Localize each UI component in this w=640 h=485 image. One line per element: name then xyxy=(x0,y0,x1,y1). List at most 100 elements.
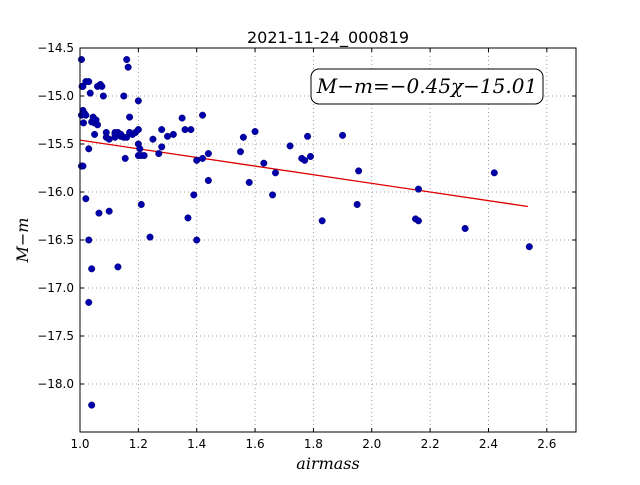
equation-box-border xyxy=(310,68,544,105)
data-point xyxy=(111,133,119,141)
data-point xyxy=(121,154,129,162)
data-point xyxy=(355,167,363,175)
data-point xyxy=(80,119,88,127)
data-point xyxy=(461,224,469,232)
data-point xyxy=(137,200,145,208)
data-point xyxy=(199,111,207,119)
y-axis-label: M−m xyxy=(13,218,32,264)
data-point xyxy=(260,159,268,167)
data-point xyxy=(353,200,361,208)
data-point xyxy=(181,126,189,134)
data-point xyxy=(88,265,96,273)
data-point xyxy=(126,113,134,121)
data-point xyxy=(86,89,94,97)
data-point xyxy=(94,121,102,129)
data-point xyxy=(269,191,277,199)
y-tick-label: −15.5 xyxy=(37,137,74,151)
data-point xyxy=(85,78,93,86)
data-point xyxy=(414,217,422,225)
x-tick-label: 1.8 xyxy=(304,437,323,451)
data-point xyxy=(271,169,279,177)
data-point xyxy=(158,126,166,134)
data-point xyxy=(178,114,186,122)
data-point xyxy=(102,128,110,136)
y-tick-label: −18.0 xyxy=(37,377,74,391)
data-point xyxy=(301,156,309,164)
data-point xyxy=(184,214,192,222)
x-tick-label: 2.2 xyxy=(421,437,440,451)
data-point xyxy=(85,236,93,244)
data-point xyxy=(88,401,96,409)
fit-line xyxy=(79,139,528,208)
y-tick-label: −15.0 xyxy=(37,89,74,103)
data-point xyxy=(140,152,148,160)
data-point xyxy=(286,142,294,150)
data-point xyxy=(199,154,207,162)
data-point xyxy=(134,126,142,134)
data-point xyxy=(105,135,113,143)
data-point xyxy=(98,82,106,90)
data-point xyxy=(114,263,122,271)
data-point xyxy=(245,178,253,186)
data-point xyxy=(85,145,93,153)
y-tick-label: −16.0 xyxy=(37,185,74,199)
data-point xyxy=(158,143,166,151)
fit-line-layer xyxy=(79,139,528,208)
data-point xyxy=(236,148,244,156)
data-point xyxy=(146,233,154,241)
data-point xyxy=(155,150,163,158)
data-point xyxy=(490,169,498,177)
data-point xyxy=(136,145,144,153)
x-tick-label: 2.6 xyxy=(537,437,556,451)
data-point xyxy=(149,135,157,143)
data-point xyxy=(123,56,131,64)
data-point xyxy=(99,92,107,100)
x-tick-label: 1.0 xyxy=(70,437,89,451)
data-point xyxy=(117,130,125,138)
points-layer xyxy=(77,56,533,409)
data-point xyxy=(193,156,201,164)
data-point xyxy=(414,185,422,193)
data-point xyxy=(251,128,259,136)
x-tick-label: 1.4 xyxy=(187,437,206,451)
data-point xyxy=(124,63,132,71)
x-tick-label: 1.2 xyxy=(129,437,148,451)
data-point xyxy=(85,298,93,306)
ticks-layer: 1.0 1.2 1.4 1.6 1.8 2.0 2.2 2.4 2.6 −14.5 −15.0 −15… xyxy=(37,41,576,451)
data-point xyxy=(193,236,201,244)
data-point xyxy=(306,152,314,160)
y-tick-label: −14.5 xyxy=(37,41,74,55)
data-point xyxy=(169,130,177,138)
data-point xyxy=(239,133,247,141)
data-point xyxy=(77,56,85,64)
data-point xyxy=(204,150,212,158)
x-tick-label: 1.6 xyxy=(246,437,265,451)
data-point xyxy=(164,132,172,140)
data-point xyxy=(82,195,90,203)
data-point xyxy=(318,217,326,225)
data-point xyxy=(91,130,99,138)
x-tick-label: 2.4 xyxy=(479,437,498,451)
chart-title: 2021-11-24_000819 xyxy=(247,28,409,48)
y-tick-label: −17.0 xyxy=(37,281,74,295)
data-point xyxy=(79,162,87,170)
data-point xyxy=(339,131,347,139)
data-point xyxy=(120,92,128,100)
fit-equation: M−m=−0.45χ−15.01 xyxy=(316,74,537,98)
data-point xyxy=(204,176,212,184)
data-point xyxy=(105,207,113,215)
y-tick-label: −16.5 xyxy=(37,233,74,247)
x-axis-label: airmass xyxy=(296,454,359,473)
x-tick-label: 2.0 xyxy=(362,437,381,451)
data-point xyxy=(134,97,142,105)
equation-box: M−m=−0.45χ−15.01 xyxy=(310,68,544,105)
data-point xyxy=(190,191,198,199)
data-point xyxy=(304,132,312,140)
data-point xyxy=(525,243,533,251)
y-tick-label: −17.5 xyxy=(37,329,74,343)
data-point xyxy=(82,111,90,119)
data-point xyxy=(95,209,103,217)
data-point xyxy=(187,126,195,134)
